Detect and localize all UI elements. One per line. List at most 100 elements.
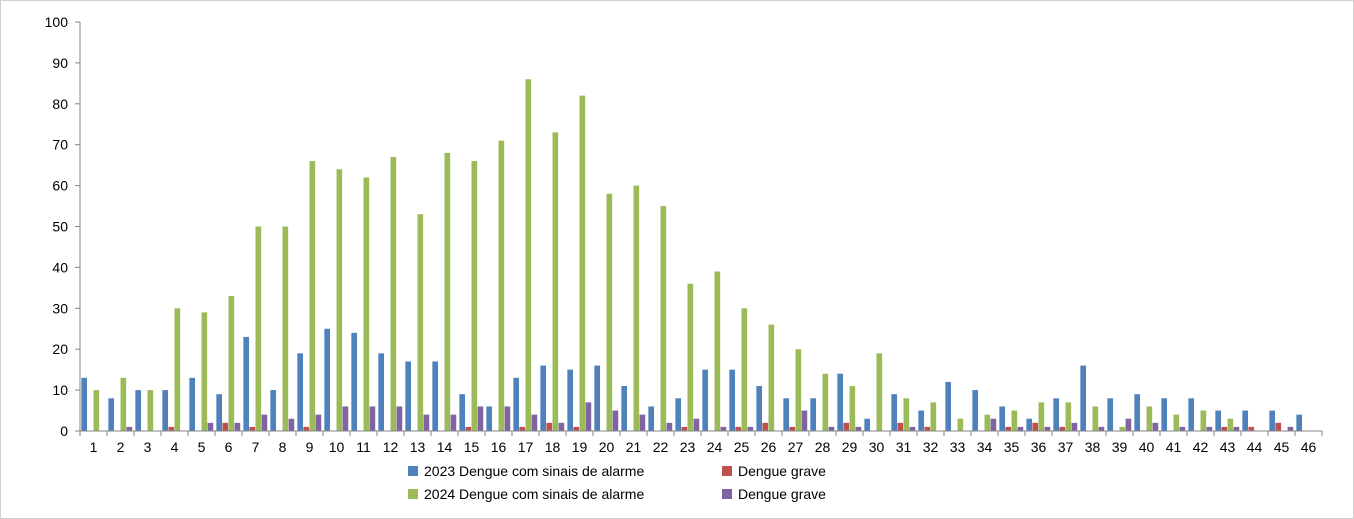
x-tick-label: 34 — [977, 439, 993, 455]
bar-series-3-week-29 — [849, 386, 856, 431]
x-tick-label: 39 — [1112, 439, 1128, 455]
bar-series-1-week-2 — [108, 398, 115, 431]
bar-series-3-week-2 — [120, 377, 127, 431]
bar-series-2-week-6 — [222, 422, 229, 431]
bar-series-2-week-7 — [249, 426, 256, 431]
bar-series-4-week-22 — [666, 422, 673, 431]
bar-series-3-week-9 — [309, 161, 316, 431]
bar-series-3-week-37 — [1065, 402, 1072, 431]
x-tick-label: 9 — [306, 439, 314, 455]
x-tick-label: 17 — [518, 439, 534, 455]
bar-series-1-week-34 — [972, 390, 979, 431]
bar-series-1-week-15 — [459, 394, 466, 431]
bar-series-4-week-24 — [720, 426, 727, 431]
legend-label: 2023 Dengue com sinais de alarme — [424, 463, 644, 479]
x-tick-label: 30 — [869, 439, 885, 455]
bar-series-4-week-10 — [342, 406, 349, 431]
bar-series-1-week-1 — [81, 377, 88, 431]
x-tick-label: 27 — [788, 439, 804, 455]
bar-series-1-week-38 — [1080, 365, 1087, 431]
bar-series-4-week-39 — [1125, 418, 1132, 431]
bar-series-1-week-42 — [1188, 398, 1195, 431]
x-tick-label: 25 — [734, 439, 750, 455]
bar-series-4-week-6 — [234, 422, 241, 431]
x-tick-label: 4 — [171, 439, 179, 455]
bar-series-3-week-10 — [336, 169, 343, 432]
y-tick-label: 60 — [52, 178, 68, 194]
bar-series-1-week-6 — [216, 394, 223, 431]
bar-series-2-week-37 — [1059, 426, 1066, 431]
legend-label: 2024 Dengue com sinais de alarme — [424, 486, 644, 502]
bar-series-1-week-3 — [135, 390, 142, 431]
x-tick-label: 16 — [491, 439, 507, 455]
x-tick-label: 29 — [842, 439, 858, 455]
y-tick-label: 0 — [60, 423, 68, 439]
bar-series-4-week-8 — [288, 418, 295, 431]
bar-series-1-week-22 — [648, 406, 655, 431]
bar-series-4-week-5 — [207, 422, 214, 431]
bar-series-4-week-28 — [828, 426, 835, 431]
bar-series-4-week-41 — [1179, 426, 1186, 431]
bar-series-3-week-15 — [471, 161, 478, 431]
y-tick-label: 70 — [52, 137, 68, 153]
bar-series-1-week-46 — [1296, 414, 1303, 431]
bar-series-3-week-8 — [282, 226, 289, 431]
legend-label: Dengue grave — [738, 486, 826, 502]
bars — [81, 79, 1303, 432]
bar-series-4-week-40 — [1152, 422, 1159, 431]
bar-series-2-week-31 — [897, 422, 904, 431]
bar-series-1-week-8 — [270, 390, 277, 431]
legend-swatch — [408, 466, 418, 476]
bar-series-4-week-36 — [1044, 426, 1051, 431]
bar-series-2-week-17 — [519, 426, 526, 431]
legend: 2023 Dengue com sinais de alarme Dengue g… — [408, 463, 826, 502]
bar-series-1-week-18 — [540, 365, 547, 431]
bar-series-1-week-12 — [378, 353, 385, 431]
x-tick-label: 28 — [815, 439, 831, 455]
y-tick-label: 30 — [52, 300, 68, 316]
bar-series-1-week-7 — [243, 336, 250, 431]
bar-series-4-week-14 — [450, 414, 457, 431]
bar-series-2-week-25 — [735, 426, 742, 431]
bar-series-4-week-19 — [585, 402, 592, 431]
bar-series-3-week-22 — [660, 206, 667, 431]
bar-series-3-week-27 — [795, 349, 802, 431]
bar-series-3-week-18 — [552, 132, 559, 431]
bar-series-3-week-26 — [768, 324, 775, 431]
bar-series-1-week-45 — [1269, 410, 1276, 431]
bar-series-3-week-23 — [687, 283, 694, 431]
x-tick-label: 5 — [198, 439, 206, 455]
bar-series-4-week-9 — [315, 414, 322, 431]
bar-series-1-week-5 — [189, 377, 196, 431]
x-tick-label: 2 — [117, 439, 125, 455]
bar-series-3-week-41 — [1173, 414, 1180, 431]
bar-series-3-week-16 — [498, 140, 505, 432]
bar-series-4-week-16 — [504, 406, 511, 431]
legend-swatch — [722, 489, 732, 499]
bar-series-4-week-38 — [1098, 426, 1105, 431]
bar-series-3-week-33 — [957, 418, 964, 431]
bar-series-2-week-23 — [681, 426, 688, 431]
bar-series-1-week-9 — [297, 353, 304, 431]
bar-series-3-week-6 — [228, 296, 235, 431]
x-tick-label: 12 — [383, 439, 399, 455]
bar-series-4-week-17 — [531, 414, 538, 431]
bar-series-3-week-7 — [255, 226, 262, 431]
x-tick-label: 15 — [464, 439, 480, 455]
legend-label: Dengue grave — [738, 463, 826, 479]
bar-series-1-week-10 — [324, 328, 331, 431]
bar-series-4-week-42 — [1206, 426, 1213, 431]
bar-series-1-week-11 — [351, 332, 358, 431]
x-tick-label: 22 — [653, 439, 669, 455]
bar-series-4-week-34 — [990, 418, 997, 431]
bar-series-3-week-21 — [633, 185, 640, 431]
bar-series-4-week-12 — [396, 406, 403, 431]
bar-series-1-week-24 — [702, 369, 709, 431]
legend-swatch — [408, 489, 418, 499]
x-tick-label: 20 — [599, 439, 615, 455]
bar-series-1-week-29 — [837, 373, 844, 431]
bar-series-3-week-14 — [444, 152, 451, 431]
y-tick-label: 10 — [52, 382, 68, 398]
x-axis: 1 2 3 4 5 6 7 8 9 10 11 12 13 14 15 16 17 18 19 20 21 22 23 24 2… — [79, 430, 1323, 455]
x-tick-label: 24 — [707, 439, 723, 455]
